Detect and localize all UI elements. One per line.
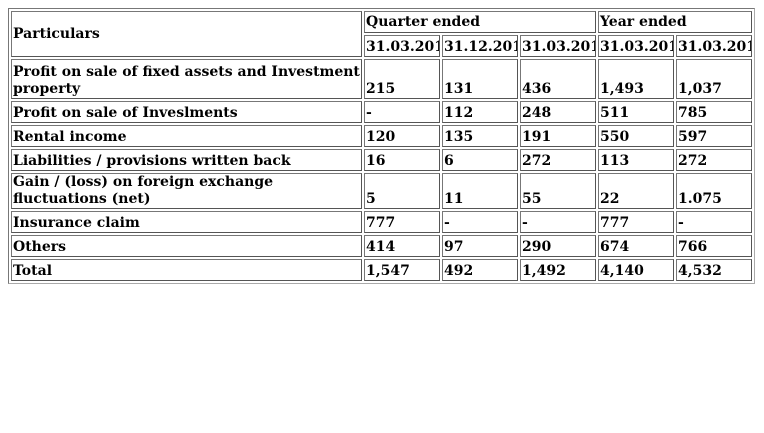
value-cell: 785 [676, 101, 753, 123]
row-label: Liabilities / provisions written back [11, 149, 362, 171]
value-cell: 1.075 [676, 173, 753, 209]
value-cell: 248 [520, 101, 597, 123]
table-row: Profit on sale of fixed assets and Inves… [11, 59, 753, 99]
value-cell: 1,492 [520, 259, 597, 281]
value-cell: 191 [520, 125, 597, 147]
quarter-ended-header: Quarter ended [364, 11, 597, 33]
year-ended-header: Year ended [598, 11, 753, 33]
row-label: Gain / (loss) on foreign exchange fluctu… [11, 173, 362, 209]
value-cell: 597 [676, 125, 753, 147]
table-row: Insurance claim 777 - - 777 - [11, 211, 753, 233]
date-header: 31.12.2017 [442, 35, 518, 57]
table-row: Rental income 120 135 191 550 597 [11, 125, 753, 147]
value-cell: 97 [442, 235, 518, 257]
row-label: Others [11, 235, 362, 257]
value-cell: 11 [442, 173, 518, 209]
value-cell: 22 [598, 173, 675, 209]
value-cell: 272 [520, 149, 597, 171]
header-row-groups: Particulars Quarter ended Year ended [11, 11, 753, 57]
value-cell: - [520, 211, 597, 233]
value-cell: - [364, 101, 440, 123]
row-label: Total [11, 259, 362, 281]
value-cell: 215 [364, 59, 440, 99]
value-cell: 5 [364, 173, 440, 209]
table-row: Gain / (loss) on foreign exchange fluctu… [11, 173, 753, 209]
date-header: 31.03.2018 [364, 35, 440, 57]
value-cell: 16 [364, 149, 440, 171]
total-row: Total 1,547 492 1,492 4,140 4,532 [11, 259, 753, 281]
value-cell: 112 [442, 101, 518, 123]
table-row: Liabilities / provisions written back 16… [11, 149, 753, 171]
value-cell: 511 [598, 101, 675, 123]
value-cell: 135 [442, 125, 518, 147]
value-cell: 113 [598, 149, 675, 171]
value-cell: 674 [598, 235, 675, 257]
row-label: Rental income [11, 125, 362, 147]
value-cell: 6 [442, 149, 518, 171]
other-income-table: Particulars Quarter ended Year ended 31.… [8, 8, 756, 284]
value-cell: 777 [364, 211, 440, 233]
value-cell: 272 [676, 149, 753, 171]
particulars-header: Particulars [11, 11, 362, 57]
value-cell: 492 [442, 259, 518, 281]
value-cell: - [442, 211, 518, 233]
value-cell: 436 [520, 59, 597, 99]
value-cell: 1,037 [676, 59, 753, 99]
row-label: Insurance claim [11, 211, 362, 233]
date-header: 31.03.2017 [520, 35, 597, 57]
value-cell: 766 [676, 235, 753, 257]
document-body: Particulars Quarter ended Year ended 31.… [8, 8, 756, 284]
value-cell: 290 [520, 235, 597, 257]
value-cell: 550 [598, 125, 675, 147]
value-cell: 777 [598, 211, 675, 233]
table-row: Profit on sale of Inveslments - 112 248 … [11, 101, 753, 123]
value-cell: - [676, 211, 753, 233]
date-header: 31.03.2017 [676, 35, 753, 57]
value-cell: 55 [520, 173, 597, 209]
date-header: 31.03.2018 [598, 35, 675, 57]
value-cell: 1,547 [364, 259, 440, 281]
value-cell: 4,140 [598, 259, 675, 281]
value-cell: 4,532 [676, 259, 753, 281]
value-cell: 1,493 [598, 59, 675, 99]
header-row-dates: 31.03.2018 31.12.2017 31.03.2017 31.03.2… [11, 35, 753, 57]
value-cell: 120 [364, 125, 440, 147]
value-cell: 131 [442, 59, 518, 99]
row-label: Profit on sale of Inveslments [11, 101, 362, 123]
row-label: Profit on sale of fixed assets and Inves… [11, 59, 362, 99]
value-cell: 414 [364, 235, 440, 257]
table-row: Others 414 97 290 674 766 [11, 235, 753, 257]
